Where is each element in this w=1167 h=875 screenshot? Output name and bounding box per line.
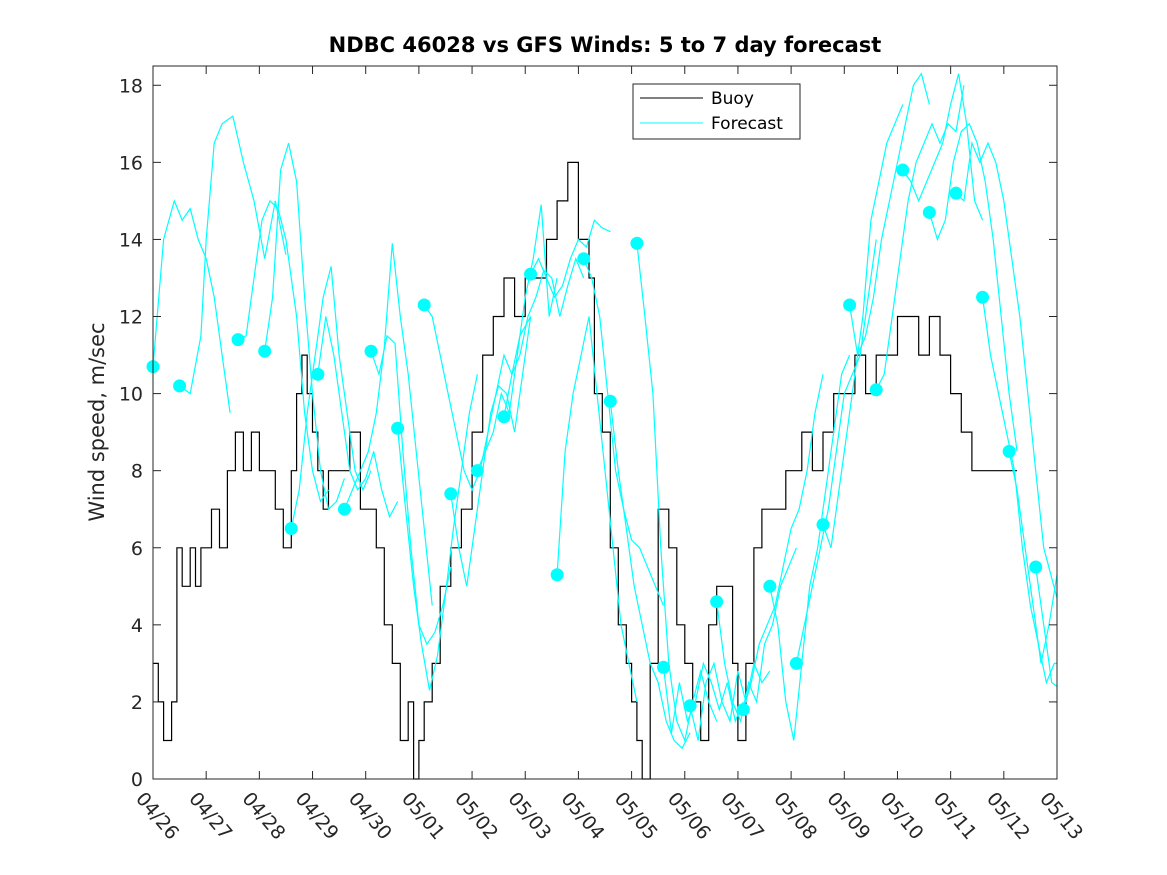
forecast-start-point [311,367,325,381]
forecast-start-point [173,379,187,393]
forecast-start-point [231,333,245,347]
y-axis-label: Wind speed, m/sec [85,322,109,521]
forecast-start-point [789,656,803,670]
forecast-series-line [343,243,433,606]
y-tick-label: 6 [131,538,143,560]
forecast-series-line [1035,566,1058,687]
forecast-start-point [922,205,936,219]
forecast-start-point [470,464,484,478]
forecast-start-point [1002,444,1016,458]
axes-box [152,65,1058,780]
forecast-series-line [264,142,345,511]
forecast-series-line [716,547,797,724]
forecast-start-point [550,568,564,582]
plot-background [153,66,1057,779]
forecast-layer [152,72,1058,750]
y-tick-label: 4 [131,615,143,637]
forecast-series-line [370,334,452,646]
forecast-start-point [976,290,990,304]
forecast-start-point [284,521,298,535]
forecast-start-point [843,298,857,312]
forecast-series-line [849,72,930,358]
y-tick-label: 10 [119,384,143,406]
forecast-start-point [710,595,724,609]
y-tick-label: 12 [119,307,143,329]
forecast-series-line [237,199,329,503]
forecast-series-line [556,316,638,703]
forecast-start-point [949,186,963,200]
forecast-series-line [609,401,691,750]
y-tick-label: 0 [131,769,143,791]
forecast-series-line [476,204,558,471]
legend: Buoy Forecast [632,83,801,140]
forecast-start-point [258,344,272,358]
forecast-series-line [450,316,532,587]
forecast-series-line [742,374,824,710]
forecast-start-point [524,267,538,281]
forecast-series-line [955,140,1058,599]
forecast-start-point [577,252,591,266]
forecast-start-point [683,699,697,713]
forecast-start-point [816,518,830,532]
forecast-start-point [497,410,511,424]
forecast-start-point [444,487,458,501]
forecast-start-point [896,163,910,177]
forecast-start-markers [146,163,1043,717]
legend-forecast-label: Forecast [711,114,783,134]
forecast-series-line [179,115,287,395]
forecast-series-line [317,316,399,519]
y-tick-label: 8 [131,461,143,483]
forecast-series-line [875,85,965,390]
forecast-start-point [603,394,617,408]
forecast-series-line [982,297,1057,685]
forecast-start-point [417,298,431,312]
forecast-start-point [630,236,644,250]
y-tick-label: 14 [119,229,143,251]
forecast-series-line [152,199,231,413]
forecast-series-line [662,661,744,733]
forecast-series-line [397,374,478,691]
forecast-start-point [391,421,405,435]
forecast-start-point [736,703,750,717]
forecast-start-point [656,660,670,674]
forecast-series-line [423,304,532,492]
forecast-series-line [822,104,904,548]
forecast-series-line [636,243,718,743]
y-axis: 0 2 4 6 8 10 12 14 16 18 [119,75,1057,791]
forecast-start-point [763,579,777,593]
y-tick-label: 18 [119,75,143,97]
forecast-series-line [530,219,611,299]
forecast-series-line [902,73,984,221]
forecast-start-point [364,344,378,358]
forecast-series-line [769,354,851,741]
plot-area [146,65,1058,780]
forecast-series-line [689,661,771,741]
legend-box [632,83,801,140]
forecast-series-line [795,239,877,664]
y-tick-label: 2 [131,692,143,714]
legend-buoy-label: Buoy [711,89,754,109]
forecast-start-point [869,383,883,397]
y-tick-label: 16 [119,152,143,174]
forecast-start-point [1029,560,1043,574]
chart-title: NDBC 46028 vs GFS Winds: 5 to 7 day fore… [329,33,882,57]
forecast-start-point [337,502,351,516]
forecast-series-line [928,122,1018,452]
